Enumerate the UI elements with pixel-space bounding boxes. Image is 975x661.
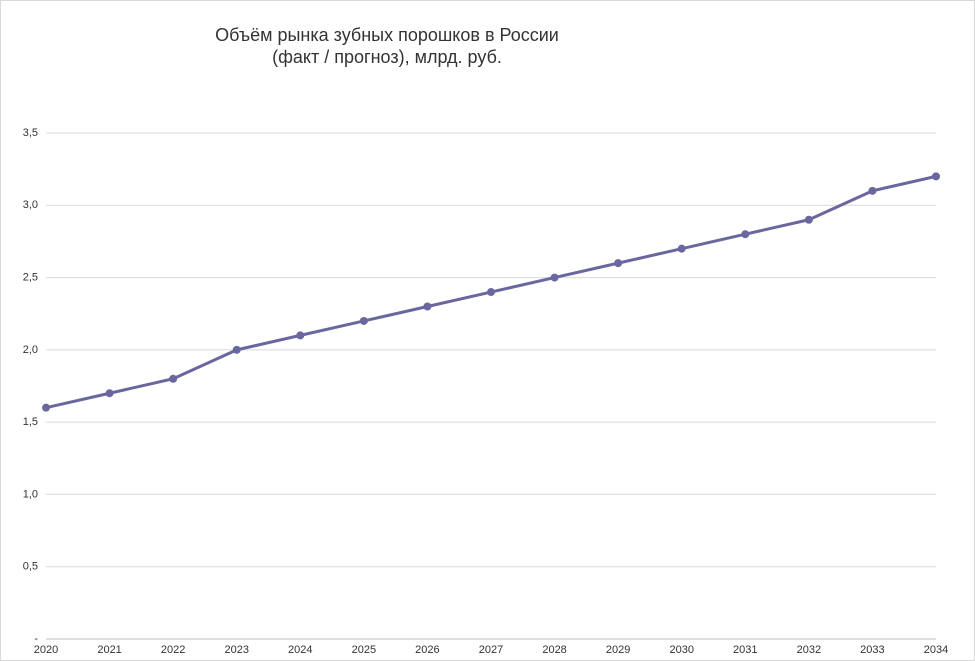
x-tick-label: 2033 <box>860 644 884 656</box>
data-point <box>423 302 432 311</box>
data-point <box>487 288 495 297</box>
data-point <box>677 244 686 253</box>
y-tick-label: 2,5 <box>23 271 38 283</box>
x-tick-label: 2030 <box>669 644 693 656</box>
x-tick-label: 2025 <box>352 644 376 656</box>
data-point <box>614 259 623 268</box>
data-point <box>550 273 559 282</box>
y-tick-label: 2,0 <box>23 344 38 356</box>
x-tick-label: 2028 <box>542 644 566 656</box>
chart-title: Объём рынка зубных порошков в России <box>215 25 559 45</box>
data-point <box>868 186 877 195</box>
x-tick-label: 2027 <box>479 644 503 656</box>
x-tick-label: 2022 <box>161 644 185 656</box>
data-point <box>741 230 750 239</box>
y-tick-label: 0,5 <box>23 561 38 573</box>
data-point <box>105 389 114 398</box>
chart-subtitle: (факт / прогноз), млрд. руб. <box>272 47 502 67</box>
x-tick-label: 2029 <box>606 644 630 656</box>
y-tick-label: 1,0 <box>23 488 38 500</box>
x-tick-label: 2031 <box>733 644 757 656</box>
data-point <box>42 403 50 412</box>
x-tick-label: 2023 <box>224 644 248 656</box>
data-point <box>169 374 178 383</box>
data-point <box>932 172 940 181</box>
x-tick-label: 2032 <box>797 644 821 656</box>
data-point <box>232 345 241 354</box>
y-tick-label: 1,5 <box>23 416 38 428</box>
y-tick-label: 3,0 <box>23 199 38 211</box>
x-tick-label: 2026 <box>415 644 439 656</box>
data-point <box>296 331 305 340</box>
data-point <box>804 215 813 224</box>
y-tick-label: 3,5 <box>23 127 38 139</box>
y-tick-label: - <box>34 633 38 645</box>
x-tick-label: 2024 <box>288 644 312 656</box>
x-tick-label: 2020 <box>34 644 58 656</box>
data-point <box>359 316 368 325</box>
x-tick-label: 2021 <box>97 644 121 656</box>
x-tick-label: 2034 <box>924 644 948 656</box>
